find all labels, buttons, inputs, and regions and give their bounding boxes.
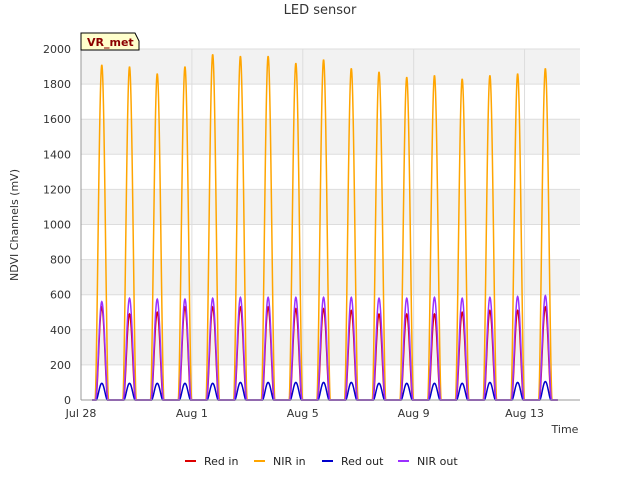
- y-tick-label: 600: [50, 289, 71, 302]
- plot-band: [81, 294, 580, 330]
- plot-band: [81, 224, 580, 260]
- y-tick-label: 1200: [43, 183, 71, 196]
- y-tick-label: 1600: [43, 113, 71, 126]
- badge-box: [80, 32, 140, 51]
- legend-label: Red in: [204, 455, 238, 468]
- legend-item: Red out: [322, 455, 384, 468]
- x-tick-label: Aug 9: [398, 407, 430, 420]
- station-badge: VR_met: [80, 32, 140, 51]
- plot-background: [81, 49, 580, 400]
- x-axis-title: Time: [551, 423, 579, 436]
- plot-band: [81, 154, 580, 190]
- y-tick-label: 2000: [43, 43, 71, 56]
- legend-item: NIR out: [398, 455, 458, 468]
- x-tick-label: Aug 1: [176, 407, 208, 420]
- plot-band: [81, 189, 580, 225]
- plot-band: [81, 119, 580, 155]
- y-axis-ticks: 0 200 400 600 800 1000 1200 1400 1600 1800 2000: [43, 43, 71, 407]
- y-tick-label: 400: [50, 324, 71, 337]
- legend-item: Red in: [185, 455, 238, 468]
- legend-label: Red out: [341, 455, 384, 468]
- plot-band: [81, 259, 580, 295]
- plot-band: [81, 329, 580, 365]
- y-tick-label: 200: [50, 359, 71, 372]
- y-tick-label: 1000: [43, 219, 71, 232]
- y-tick-label: 1400: [43, 148, 71, 161]
- y-axis-title: NDVI Channels (mV): [8, 169, 21, 281]
- legend-label: NIR out: [417, 455, 458, 468]
- x-tick-label: Jul 28: [65, 407, 97, 420]
- plot-band: [81, 49, 580, 85]
- plot-band: [81, 84, 580, 120]
- legend-label: NIR in: [273, 455, 306, 468]
- y-tick-label: 1800: [43, 78, 71, 91]
- y-tick-label: 0: [64, 394, 71, 407]
- chart-title: LED sensor: [284, 3, 357, 18]
- y-tick-label: 800: [50, 254, 71, 267]
- badge-label: VR_met: [87, 36, 134, 49]
- legend: Red in NIR in Red out NIR out: [185, 455, 458, 468]
- legend-item: NIR in: [254, 455, 306, 468]
- x-tick-label: Aug 13: [505, 407, 544, 420]
- axes: [80, 49, 580, 401]
- x-axis-ticks: Jul 28 Aug 1 Aug 5 Aug 9 Aug 13: [65, 407, 544, 420]
- x-tick-label: Aug 5: [287, 407, 319, 420]
